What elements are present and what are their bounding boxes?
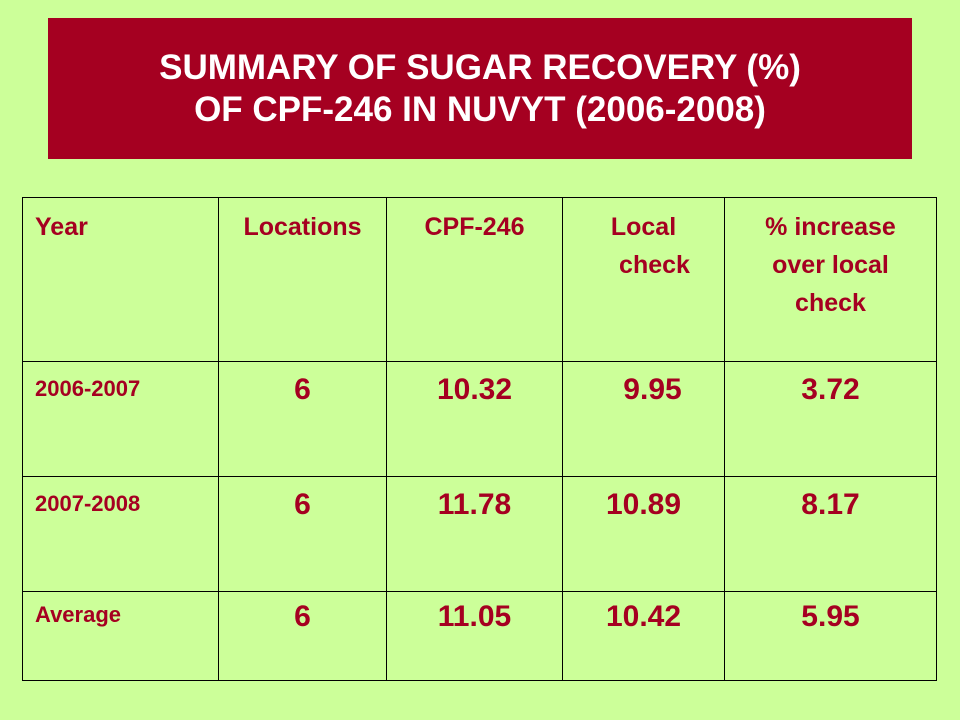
header-year: Year: [22, 197, 219, 362]
row-locations: 6: [218, 591, 387, 681]
header-increase-line-2: over local: [772, 251, 889, 279]
row-year: Average: [22, 591, 219, 681]
table-row-average: Average 6 11.05 10.42 5.95: [22, 591, 937, 681]
title-line-2: OF CPF-246 IN NUVYT (2006-2008): [194, 89, 766, 129]
header-local-check-line-2: check: [619, 251, 690, 279]
row-increase: 8.17: [724, 476, 937, 592]
row-increase: 5.95: [724, 591, 937, 681]
title-line-1: SUMMARY OF SUGAR RECOVERY (%): [159, 47, 801, 87]
row-local-check: 10.89: [562, 476, 725, 592]
title-banner: SUMMARY OF SUGAR RECOVERY (%) OF CPF-246…: [48, 18, 912, 159]
table-row: 2006-2007 6 10.32 9.95 3.72: [22, 361, 937, 477]
row-local-check: 9.95: [562, 361, 725, 477]
header-cpf: CPF-246: [386, 197, 563, 362]
row-local-check: 10.42: [562, 591, 725, 681]
header-increase: % increase over local check: [724, 197, 937, 362]
row-year: 2007-2008: [22, 476, 219, 592]
sugar-recovery-table: Year Locations CPF-246 Local check % inc…: [22, 197, 937, 681]
header-increase-line-1: % increase: [765, 213, 896, 241]
row-cpf: 11.78: [386, 476, 563, 592]
row-locations: 6: [218, 476, 387, 592]
table-row: 2007-2008 6 11.78 10.89 8.17: [22, 476, 937, 592]
row-cpf: 10.32: [386, 361, 563, 477]
header-local-check: Local check: [562, 197, 725, 362]
row-year: 2006-2007: [22, 361, 219, 477]
header-local-check-line-1: Local: [610, 213, 677, 241]
header-locations-label: Locations: [243, 213, 362, 241]
header-cpf-label: CPF-246: [424, 213, 525, 241]
header-increase-line-3: check: [795, 289, 866, 317]
row-locations: 6: [218, 361, 387, 477]
row-cpf: 11.05: [386, 591, 563, 681]
header-year-label: Year: [35, 213, 88, 241]
header-row: Year Locations CPF-246 Local check % inc…: [22, 197, 937, 362]
row-increase: 3.72: [724, 361, 937, 477]
header-locations: Locations: [218, 197, 387, 362]
